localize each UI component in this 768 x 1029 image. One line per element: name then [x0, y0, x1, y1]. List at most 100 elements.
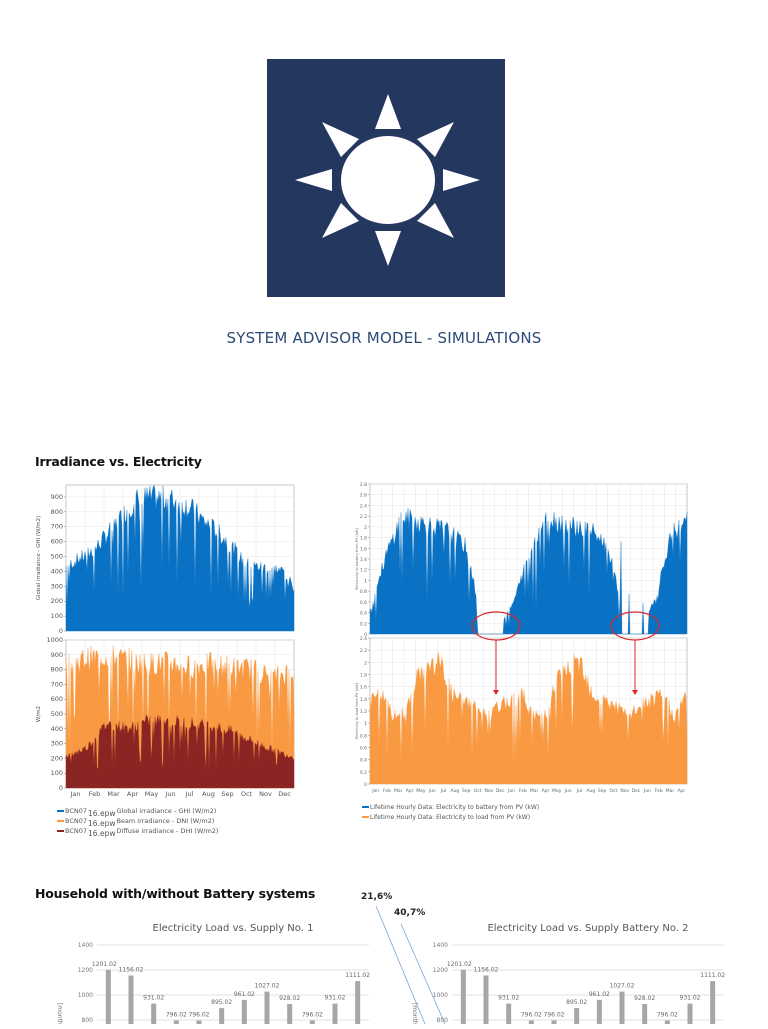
x-tick-label: Oct — [610, 788, 618, 794]
y-tick-label: 800 — [437, 1017, 449, 1024]
bar — [574, 1008, 580, 1029]
y-tick-label: 1000 — [433, 992, 448, 999]
sam-logo — [267, 59, 505, 297]
x-tick-label: Jan — [507, 788, 515, 794]
bar-value-label: 796.02 — [302, 1011, 323, 1018]
y-tick-label: 800 — [82, 1017, 94, 1024]
legend-right: Lifetime Hourly Data: Electricity to bat… — [362, 802, 539, 822]
y-tick-label: 400 — [51, 725, 63, 733]
y-tick-label: 700 — [51, 523, 63, 531]
y-tick-label: 1.2 — [360, 709, 367, 715]
chart-title: Electricity Load vs. Supply Battery No. … — [487, 923, 688, 934]
bar-value-label: 1201.02 — [447, 961, 472, 968]
y-tick-label: 1400 — [78, 942, 93, 949]
y-tick-label: 700 — [51, 680, 63, 688]
x-tick-label: Nov — [620, 788, 629, 794]
bar-value-label: 928.02 — [279, 995, 300, 1002]
bar-value-label: 928.02 — [634, 995, 655, 1002]
x-tick-label: Jan — [371, 788, 379, 794]
y-tick-label: 200 — [51, 754, 63, 762]
bar-value-label: 1156.02 — [119, 966, 144, 973]
dni-dhi-plot: 0 100 200 300 400 500 600 700 800 900 1000 W/m2 Jan F… — [36, 636, 295, 798]
x-tick-label: Jan — [69, 790, 80, 798]
y-tick-label: 200 — [51, 597, 63, 605]
bar — [151, 1003, 157, 1029]
bar-value-label: 796.02 — [657, 1011, 678, 1018]
y-tick-label: 0 — [364, 632, 367, 636]
x-tick-label: Mar — [666, 788, 675, 794]
bar-value-label: 796.02 — [521, 1011, 542, 1018]
legend-sub: 16.epw — [88, 828, 116, 838]
y-tick-label: 0.4 — [360, 611, 367, 617]
bar-value-label: 1027.02 — [610, 983, 635, 990]
bar-value-label: 895.02 — [211, 999, 232, 1006]
legend-label: Lifetime Hourly Data: Electricity to loa… — [370, 813, 531, 821]
load-chart: 0 0.2 0.4 0.6 0.8 1 1.2 1.4 1.6 1.8 2 2.2 2.4 Electri… — [352, 636, 692, 796]
y-tick-label: 1400 — [433, 942, 448, 949]
page-title: SYSTEM ADVISOR MODEL - SIMULATIONS — [226, 329, 542, 347]
bar — [506, 1003, 512, 1029]
bar — [105, 969, 111, 1029]
y-tick-label: 600 — [51, 695, 63, 703]
y-tick-label: 500 — [51, 710, 63, 718]
bar — [196, 1020, 202, 1029]
legend-item-load: Lifetime Hourly Data: Electricity to loa… — [362, 812, 539, 822]
y-axis-label: [month] — [411, 1003, 418, 1024]
bar — [355, 981, 361, 1029]
bar — [642, 1003, 648, 1029]
y-tick-label: 1 — [364, 721, 367, 727]
supply-chart-1: Electricity Load vs. Supply No. 1 800 1000… — [55, 915, 375, 1029]
x-tick-label: Jul — [185, 790, 194, 798]
legend-swatch-battery — [362, 806, 369, 808]
x-tick-label: Sep — [462, 788, 471, 794]
y-tick-label: 1200 — [78, 967, 93, 974]
bar-value-label: 931.02 — [143, 995, 164, 1002]
bar-value-label: 1201.02 — [92, 961, 117, 968]
y-tick-label: 0.6 — [360, 600, 367, 606]
x-tick-label: Aug — [586, 788, 595, 794]
x-tick-label: Apr — [677, 788, 685, 794]
x-tick-label: Feb — [519, 788, 527, 794]
y-tick-label: 1.2 — [360, 568, 367, 574]
x-tick-label: Sep — [221, 790, 233, 798]
y-tick-label: 600 — [51, 538, 63, 546]
bar-value-label: 895.02 — [566, 999, 587, 1006]
legend-swatch-dni — [57, 820, 64, 822]
y-tick-label: 800 — [51, 666, 63, 674]
y-tick-label: 0.2 — [360, 621, 367, 627]
x-tick-label: Feb — [655, 788, 663, 794]
bar — [287, 1003, 293, 1029]
x-tick-label: Mar — [530, 788, 539, 794]
y-tick-label: 1.6 — [360, 685, 367, 691]
y-tick-label: 2.6 — [360, 493, 367, 499]
bar-value-label: 796.02 — [544, 1011, 565, 1018]
bar-value-label: 1111.02 — [345, 972, 370, 979]
y-tick-label: 1.4 — [360, 697, 367, 703]
legend-label: Diffuse irradiance - DHI (W/m2) — [116, 827, 219, 835]
section-title-household: Household with/without Battery systems — [35, 886, 316, 901]
bar-value-label: 796.02 — [189, 1011, 210, 1018]
bar-value-label: 931.02 — [680, 995, 701, 1002]
load-plot: 0 0.2 0.4 0.6 0.8 1 1.2 1.4 1.6 1.8 2 2.2 2.4 Electri… — [355, 636, 688, 794]
bar — [241, 999, 247, 1029]
bar-value-label: 796.02 — [166, 1011, 187, 1018]
y-tick-label: 1 — [364, 578, 367, 584]
x-tick-label: May — [416, 788, 426, 794]
x-tick-label: May — [145, 790, 159, 798]
legend-swatch-load — [362, 816, 369, 818]
dni-dhi-chart: 0 100 200 300 400 500 600 700 800 900 1000 W/m2 Jan F… — [30, 636, 298, 802]
y-axis-label: Electricity to load from PV (kW) — [355, 682, 359, 739]
series-area — [65, 714, 295, 789]
percentage-annotation-2: 40,7% — [394, 908, 426, 918]
percentage-annotation-1: 21,6% — [361, 892, 393, 902]
y-axis-label: Electricity to battery from PV (kW) — [355, 528, 359, 590]
legend-swatch-ghi — [57, 810, 64, 812]
legend-item-dhi: BCN07 16.epw Diffuse irradiance - DHI (W/m… — [57, 826, 219, 838]
x-tick-label: Dec — [496, 788, 505, 794]
supply-chart-2-plot: Electricity Load vs. Supply Battery No. … — [411, 923, 725, 1029]
bar-value-label: 931.02 — [325, 995, 346, 1002]
x-tick-label: Jul — [576, 788, 582, 794]
y-tick-label: 1000 — [78, 992, 93, 999]
section-title-irradiance: Irradiance vs. Electricity — [35, 454, 202, 469]
x-tick-label: Jun — [564, 788, 572, 794]
